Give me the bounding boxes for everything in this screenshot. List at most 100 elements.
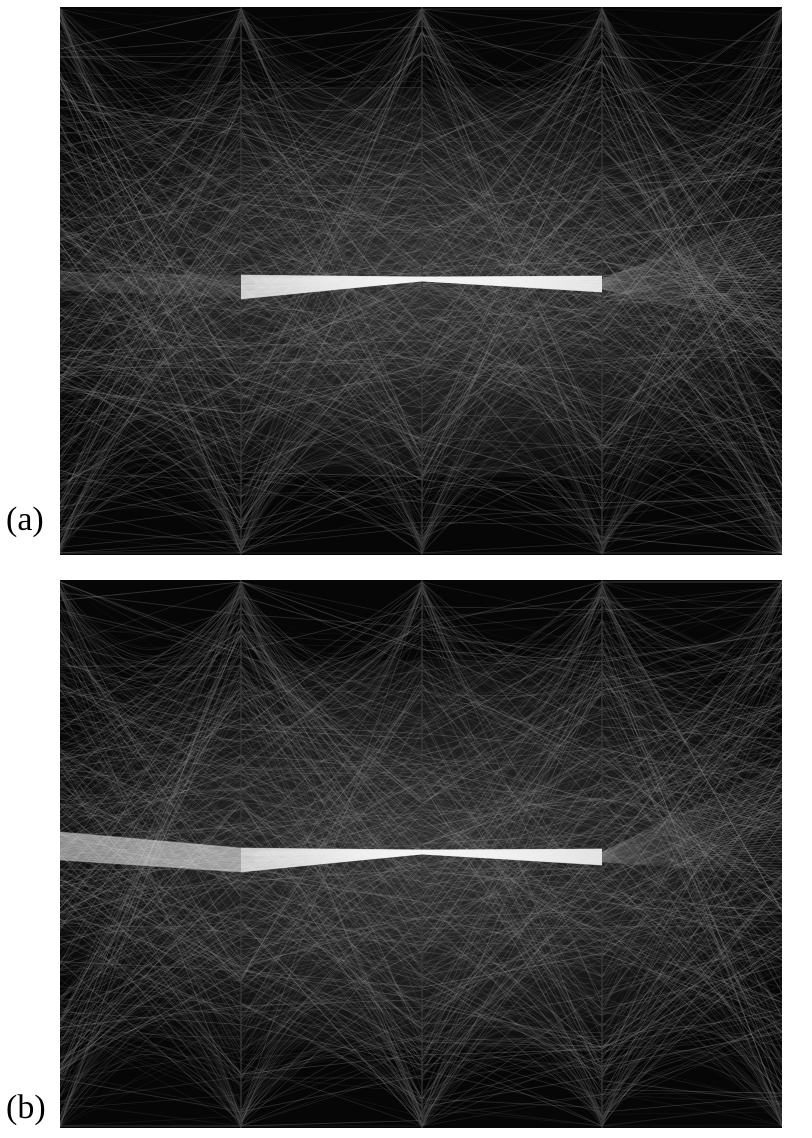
fan-line — [601, 786, 782, 855]
highlight-line — [60, 832, 242, 850]
fan-line — [601, 287, 782, 313]
arch-top — [601, 7, 782, 158]
fan-line — [601, 800, 782, 856]
fan-line — [601, 859, 782, 862]
arch-bottom — [601, 1019, 782, 1120]
highlight-line — [60, 831, 242, 849]
arch-top — [240, 17, 423, 94]
arch-top — [60, 580, 242, 677]
fan-line — [601, 769, 782, 853]
arch-top — [601, 583, 782, 668]
arch-top — [60, 11, 242, 157]
arch-bottom — [421, 992, 603, 1119]
arch-bottom — [421, 995, 603, 1128]
arch-top — [240, 14, 423, 104]
fan-line — [601, 275, 782, 285]
arch-bottom — [601, 464, 782, 554]
panel-a-plot — [60, 7, 782, 555]
arch-top — [421, 8, 603, 73]
highlight-line — [60, 835, 242, 853]
arch-top — [240, 588, 423, 730]
arch-bottom — [240, 461, 423, 554]
fan-line — [601, 286, 782, 307]
arch-bottom — [60, 423, 242, 548]
arch-top — [421, 586, 603, 660]
fan-line — [601, 842, 782, 860]
arch-top — [240, 11, 423, 100]
arch-top — [601, 10, 782, 142]
panel-b-label: (b) — [6, 1089, 46, 1126]
arch-bottom — [421, 416, 603, 547]
arch-top — [60, 7, 242, 159]
fan-line — [601, 766, 782, 853]
highlight-line — [60, 851, 242, 866]
band-line — [60, 282, 242, 291]
arch-bottom — [60, 1003, 242, 1124]
arch-bottom — [601, 1026, 782, 1126]
highlight-line — [60, 849, 242, 864]
arch-top — [60, 15, 242, 116]
arch-top — [601, 581, 782, 710]
fan-line — [601, 266, 782, 284]
arch-bottom — [60, 1009, 242, 1125]
arch-top — [60, 587, 242, 661]
highlight-line — [60, 833, 242, 851]
arch-bottom — [240, 437, 423, 553]
highlight-line — [60, 858, 242, 872]
arch-top — [240, 583, 423, 654]
arch-top — [601, 584, 782, 664]
fan-line — [601, 229, 782, 281]
band-line — [60, 288, 242, 297]
arch-bottom — [421, 424, 603, 548]
band-line — [60, 289, 242, 298]
highlight-line — [60, 850, 242, 865]
arch-top — [421, 17, 603, 76]
arch-top — [240, 7, 423, 79]
arch-top — [601, 580, 782, 648]
fan-line — [601, 286, 782, 301]
arch-top — [601, 580, 782, 679]
arch-top — [601, 587, 782, 654]
fan-line — [601, 817, 782, 858]
arch-top — [60, 584, 242, 705]
band-line — [60, 275, 242, 282]
arch-top — [240, 583, 423, 728]
arch-top — [60, 584, 242, 687]
arch-top — [601, 9, 782, 127]
arch-bottom — [601, 1014, 782, 1127]
arch-bottom — [601, 428, 782, 554]
arch-top — [60, 580, 242, 716]
fan-line — [601, 272, 782, 285]
arch-bottom — [601, 480, 782, 555]
arch-top — [60, 584, 242, 679]
fan-line — [601, 285, 782, 292]
arch-top — [240, 10, 423, 142]
arch-bottom — [60, 451, 242, 554]
arch-bottom — [60, 1054, 242, 1128]
highlight-line — [60, 851, 242, 866]
arch-top — [60, 8, 242, 124]
highlight-line — [60, 846, 242, 862]
arch-bottom — [421, 467, 603, 555]
arch-top — [601, 582, 782, 720]
highlight-line — [60, 847, 242, 862]
arch-top — [601, 16, 782, 159]
arch-top — [601, 17, 782, 108]
arch-top — [240, 7, 423, 116]
arch-bottom — [240, 485, 423, 554]
arch-top — [421, 582, 603, 690]
highlight-bundle — [60, 831, 603, 873]
fan-line — [601, 286, 782, 304]
arch-bottom — [60, 990, 242, 1120]
arch-bottom — [240, 999, 423, 1126]
arch-top — [240, 16, 423, 103]
arch-bottom — [601, 1052, 782, 1123]
arch-bottom — [60, 1049, 242, 1124]
highlight-line — [60, 859, 242, 873]
arch-top — [421, 8, 603, 136]
arch-top — [601, 10, 782, 161]
arch-top — [421, 589, 603, 692]
arch-bottom — [601, 995, 782, 1126]
fan-line — [601, 808, 782, 857]
arch-top — [240, 583, 423, 723]
